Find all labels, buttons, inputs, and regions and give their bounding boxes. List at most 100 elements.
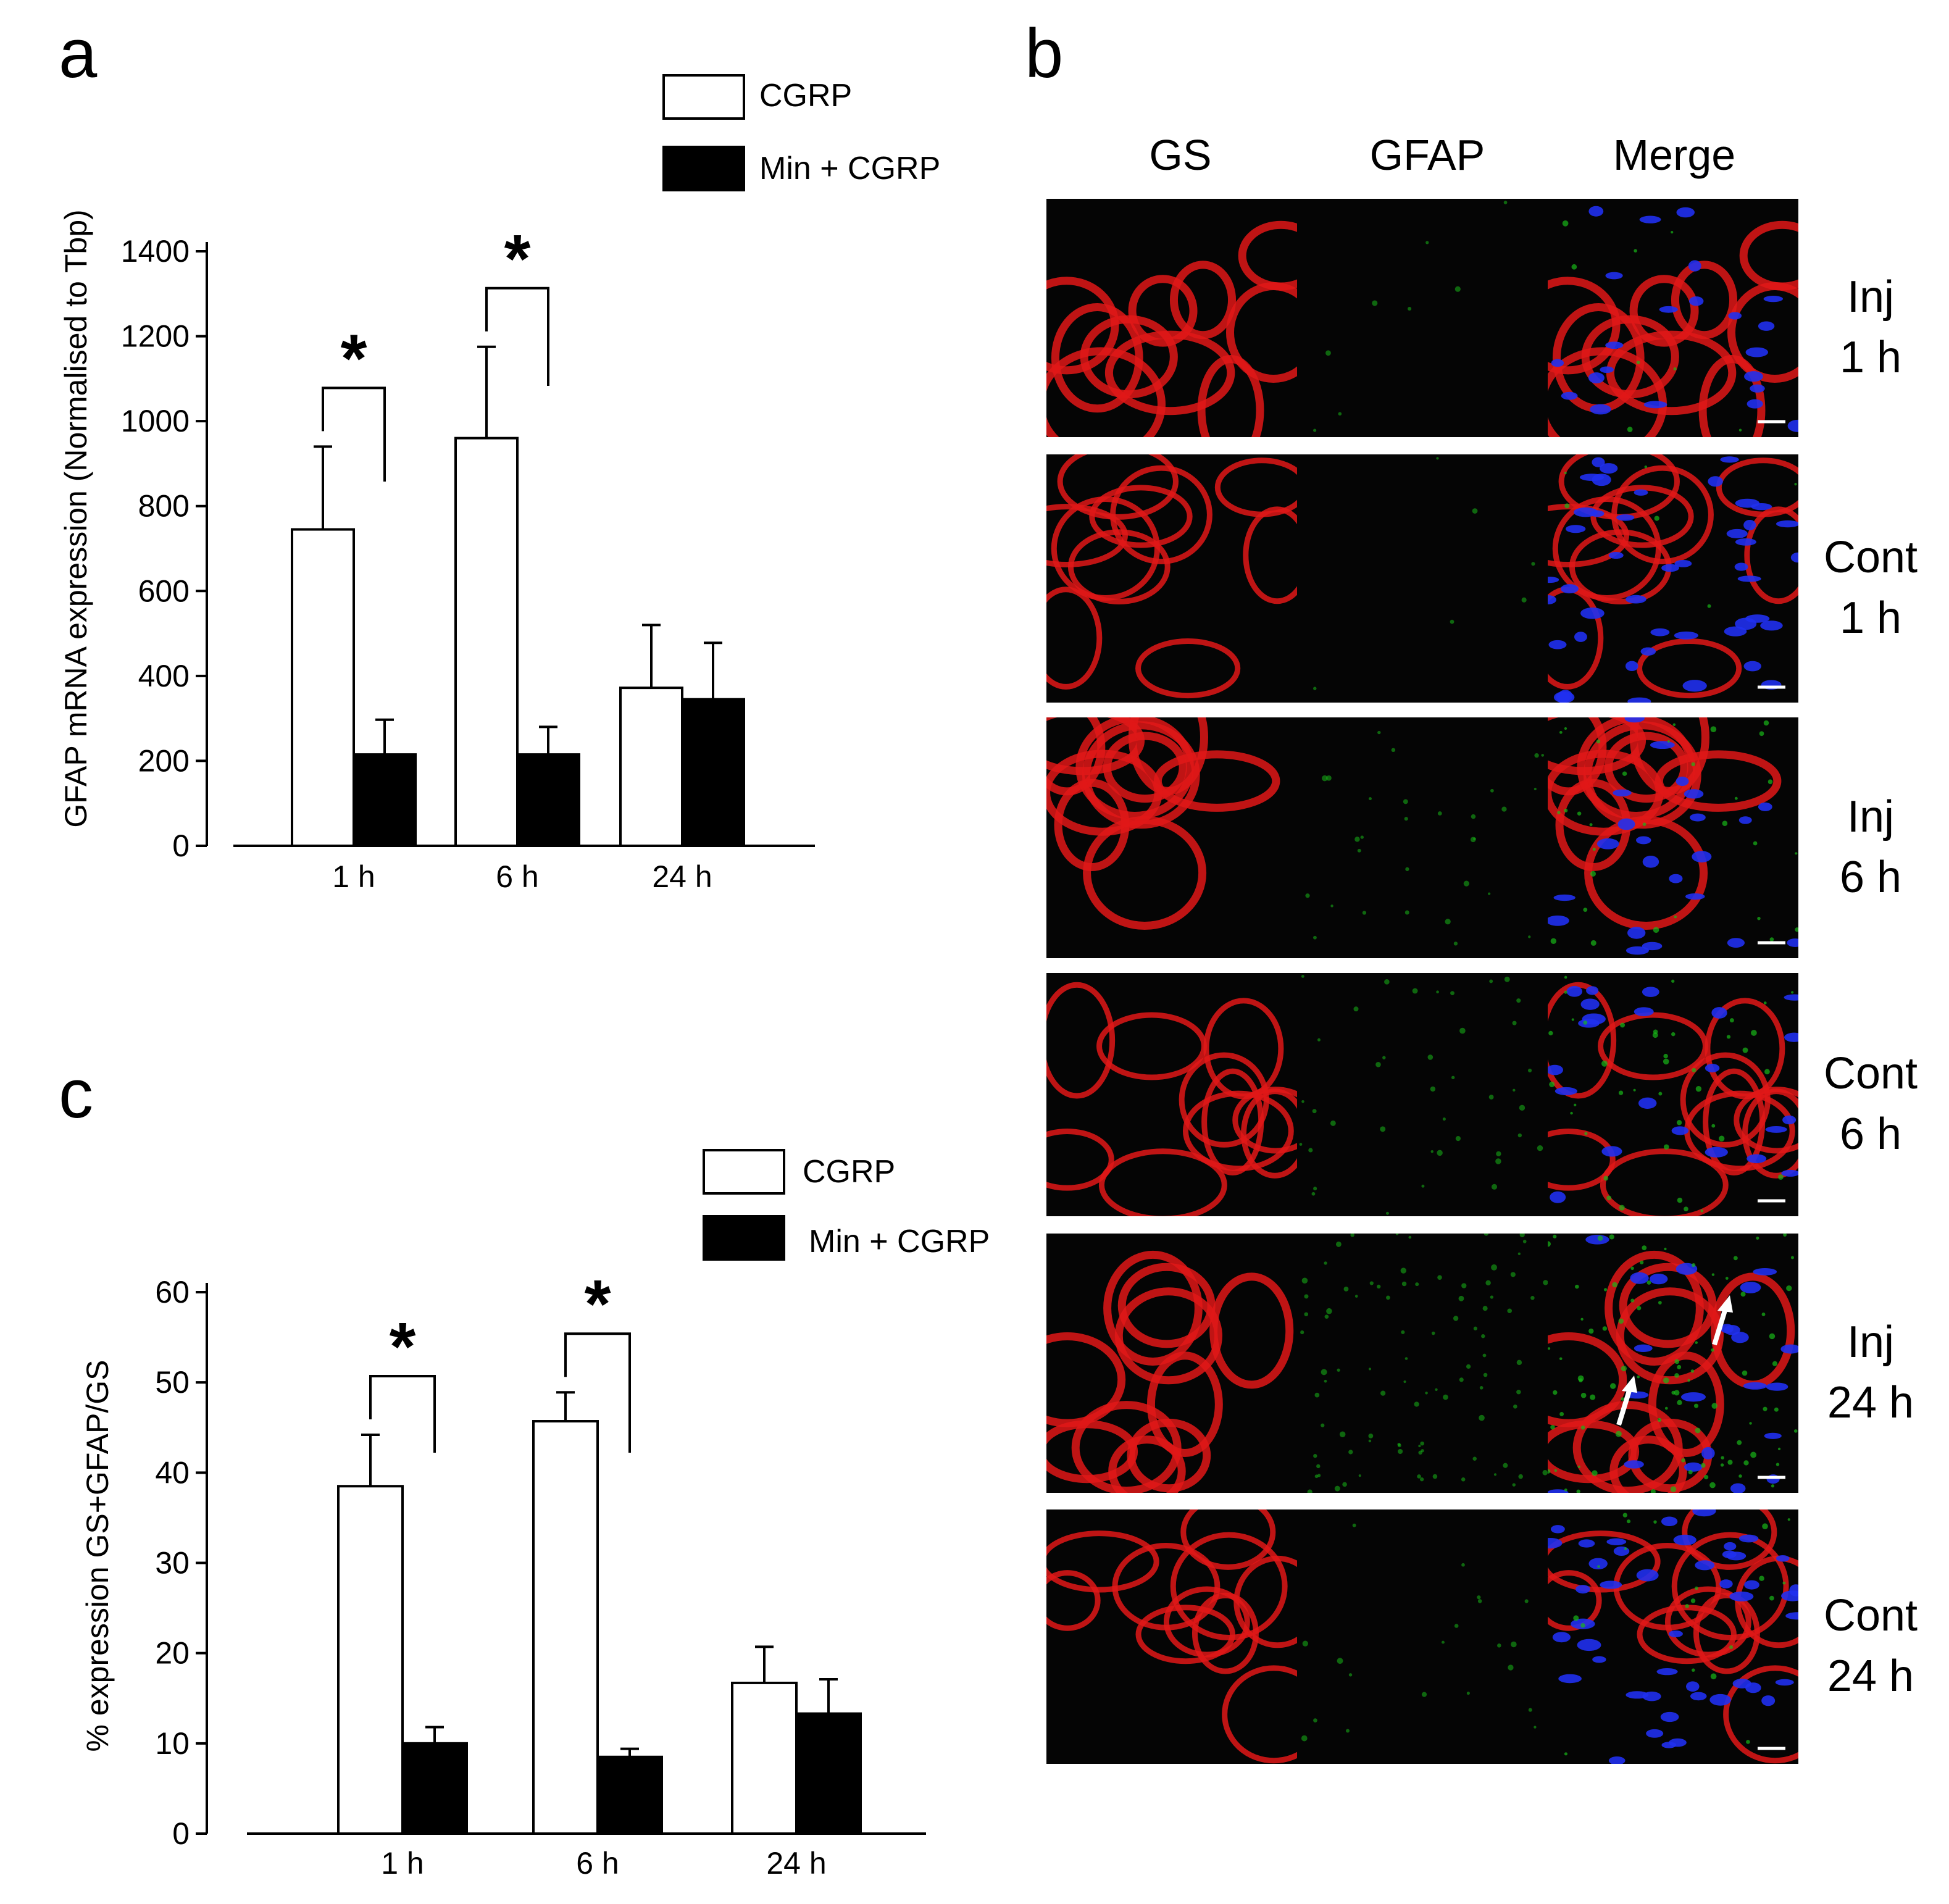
- gs-stained-cell-outline: [1046, 982, 1116, 1099]
- gs-stained-cell-outline: [1180, 1509, 1276, 1570]
- nucleus: [1636, 1569, 1659, 1582]
- gs-stained-cell-outline: [1104, 330, 1235, 415]
- gfap-speckle: [1564, 808, 1568, 812]
- gfap-speckle: [1380, 1126, 1386, 1132]
- micrograph-row: Cont 24 h: [1046, 1509, 1918, 1764]
- gfap-speckle: [1417, 1474, 1421, 1479]
- gfap-speckle: [1677, 1197, 1683, 1203]
- gfap-speckle: [1431, 1331, 1435, 1335]
- gfap-speckle: [1719, 1135, 1725, 1142]
- gfap-speckle: [1690, 1598, 1696, 1603]
- significance-bracket: [485, 286, 549, 386]
- gfap-speckle: [1759, 1576, 1764, 1581]
- gfap-speckle: [1519, 1234, 1525, 1238]
- gs-stained-cell-outline: [1232, 1087, 1297, 1154]
- nucleus: [1753, 1268, 1777, 1276]
- gfap-speckle: [1516, 1390, 1521, 1395]
- gfap-speckle: [1684, 1206, 1688, 1212]
- nucleus: [1781, 1169, 1798, 1177]
- gfap-speckle: [1576, 1489, 1580, 1493]
- significance-star: *: [390, 1309, 416, 1385]
- gfap-speckle: [1772, 1361, 1778, 1366]
- gs-stained-cell-outline: [1083, 816, 1207, 930]
- gfap-speckle: [1430, 1086, 1436, 1092]
- gfap-speckle: [1385, 1211, 1389, 1215]
- gfap-speckle: [1477, 1595, 1481, 1600]
- gfap-speckle: [1622, 1513, 1627, 1518]
- nucleus: [1560, 584, 1579, 594]
- micrograph-merge: [1548, 1234, 1798, 1493]
- gfap-speckle: [1362, 911, 1367, 915]
- gfap-speckle: [1695, 1427, 1701, 1434]
- gfap-speckle: [1534, 787, 1537, 791]
- micrograph-gfap: [1297, 1509, 1548, 1764]
- nucleus: [1784, 994, 1798, 1001]
- nucleus: [1724, 1325, 1740, 1335]
- nucleus: [1586, 986, 1599, 995]
- gfap-speckle: [1442, 1640, 1445, 1644]
- significance-star: *: [504, 221, 531, 297]
- gfap-speckle: [1313, 687, 1317, 690]
- gfap-speckle: [1663, 1144, 1669, 1150]
- gfap-speckle: [1504, 976, 1510, 982]
- gfap-speckle: [1369, 1281, 1374, 1285]
- y-tick-label: 30: [155, 1546, 190, 1580]
- gfap-speckle: [1553, 1234, 1557, 1238]
- gfap-speckle: [1384, 979, 1390, 985]
- gfap-speckle: [1395, 1234, 1399, 1235]
- gfap-speckle: [1676, 1120, 1682, 1125]
- gfap-speckle: [1412, 988, 1418, 994]
- nucleus: [1551, 359, 1564, 367]
- micrograph-row: Inj 6 h: [1046, 717, 1901, 958]
- gfap-speckle: [1391, 748, 1396, 753]
- gs-stained-cell-outline: [1572, 1401, 1683, 1493]
- y-tick-label: 1200: [121, 319, 190, 354]
- nucleus: [1787, 419, 1798, 432]
- gfap-speckle: [1454, 1624, 1459, 1628]
- nucleus: [1766, 1382, 1788, 1391]
- gs-stained-cell-outline: [1590, 485, 1694, 548]
- gfap-speckle: [1707, 604, 1711, 608]
- gfap-speckle: [1503, 201, 1508, 204]
- gs-stained-cell-outline: [1209, 1272, 1294, 1389]
- gfap-speckle: [1783, 1234, 1787, 1237]
- significance-star: *: [341, 320, 367, 396]
- chart-a-legend-label-cgrp: CGRP: [759, 78, 852, 114]
- gfap-speckle: [1455, 1136, 1461, 1142]
- gfap-speckle: [1548, 1469, 1551, 1474]
- nucleus: [1735, 498, 1760, 508]
- gs-stained-cell-outline: [1057, 454, 1179, 520]
- gfap-speckle: [1795, 852, 1798, 855]
- gfap-speckle: [1510, 1272, 1516, 1277]
- gfap-speckle: [1302, 1640, 1308, 1647]
- gfap-speckle: [1776, 1463, 1780, 1466]
- nucleus: [1634, 1007, 1654, 1016]
- gfap-speckle: [1695, 1086, 1702, 1092]
- nucleus: [1686, 1681, 1700, 1692]
- gfap-speckle: [1507, 1308, 1512, 1314]
- nucleus: [1590, 510, 1605, 517]
- gs-stained-cell-outline: [1046, 1530, 1159, 1593]
- micrograph-gs: [1046, 717, 1297, 958]
- gfap-speckle: [1301, 975, 1304, 978]
- micrograph-gs: [1046, 1509, 1297, 1764]
- gfap-speckle: [1437, 1275, 1442, 1280]
- bar-cgrp: [532, 1420, 599, 1835]
- gfap-speckle: [1425, 1392, 1428, 1395]
- nucleus: [1590, 404, 1611, 415]
- nucleus: [1684, 789, 1704, 799]
- gfap-speckle: [1301, 1735, 1308, 1742]
- nucleus: [1738, 816, 1752, 824]
- nucleus: [1688, 260, 1701, 272]
- gs-stained-cell-outline: [1089, 485, 1193, 548]
- gfap-speckle: [1749, 1422, 1752, 1425]
- nucleus: [1661, 1516, 1678, 1526]
- gfap-speckle: [1377, 1284, 1381, 1289]
- nucleus: [1588, 206, 1604, 217]
- bar-min-cgrp: [596, 1755, 663, 1835]
- nucleus: [1709, 1693, 1731, 1706]
- gfap-speckle: [1314, 1474, 1319, 1479]
- nucleus: [1639, 215, 1661, 223]
- nucleus: [1574, 632, 1587, 642]
- nucleus: [1671, 1126, 1689, 1135]
